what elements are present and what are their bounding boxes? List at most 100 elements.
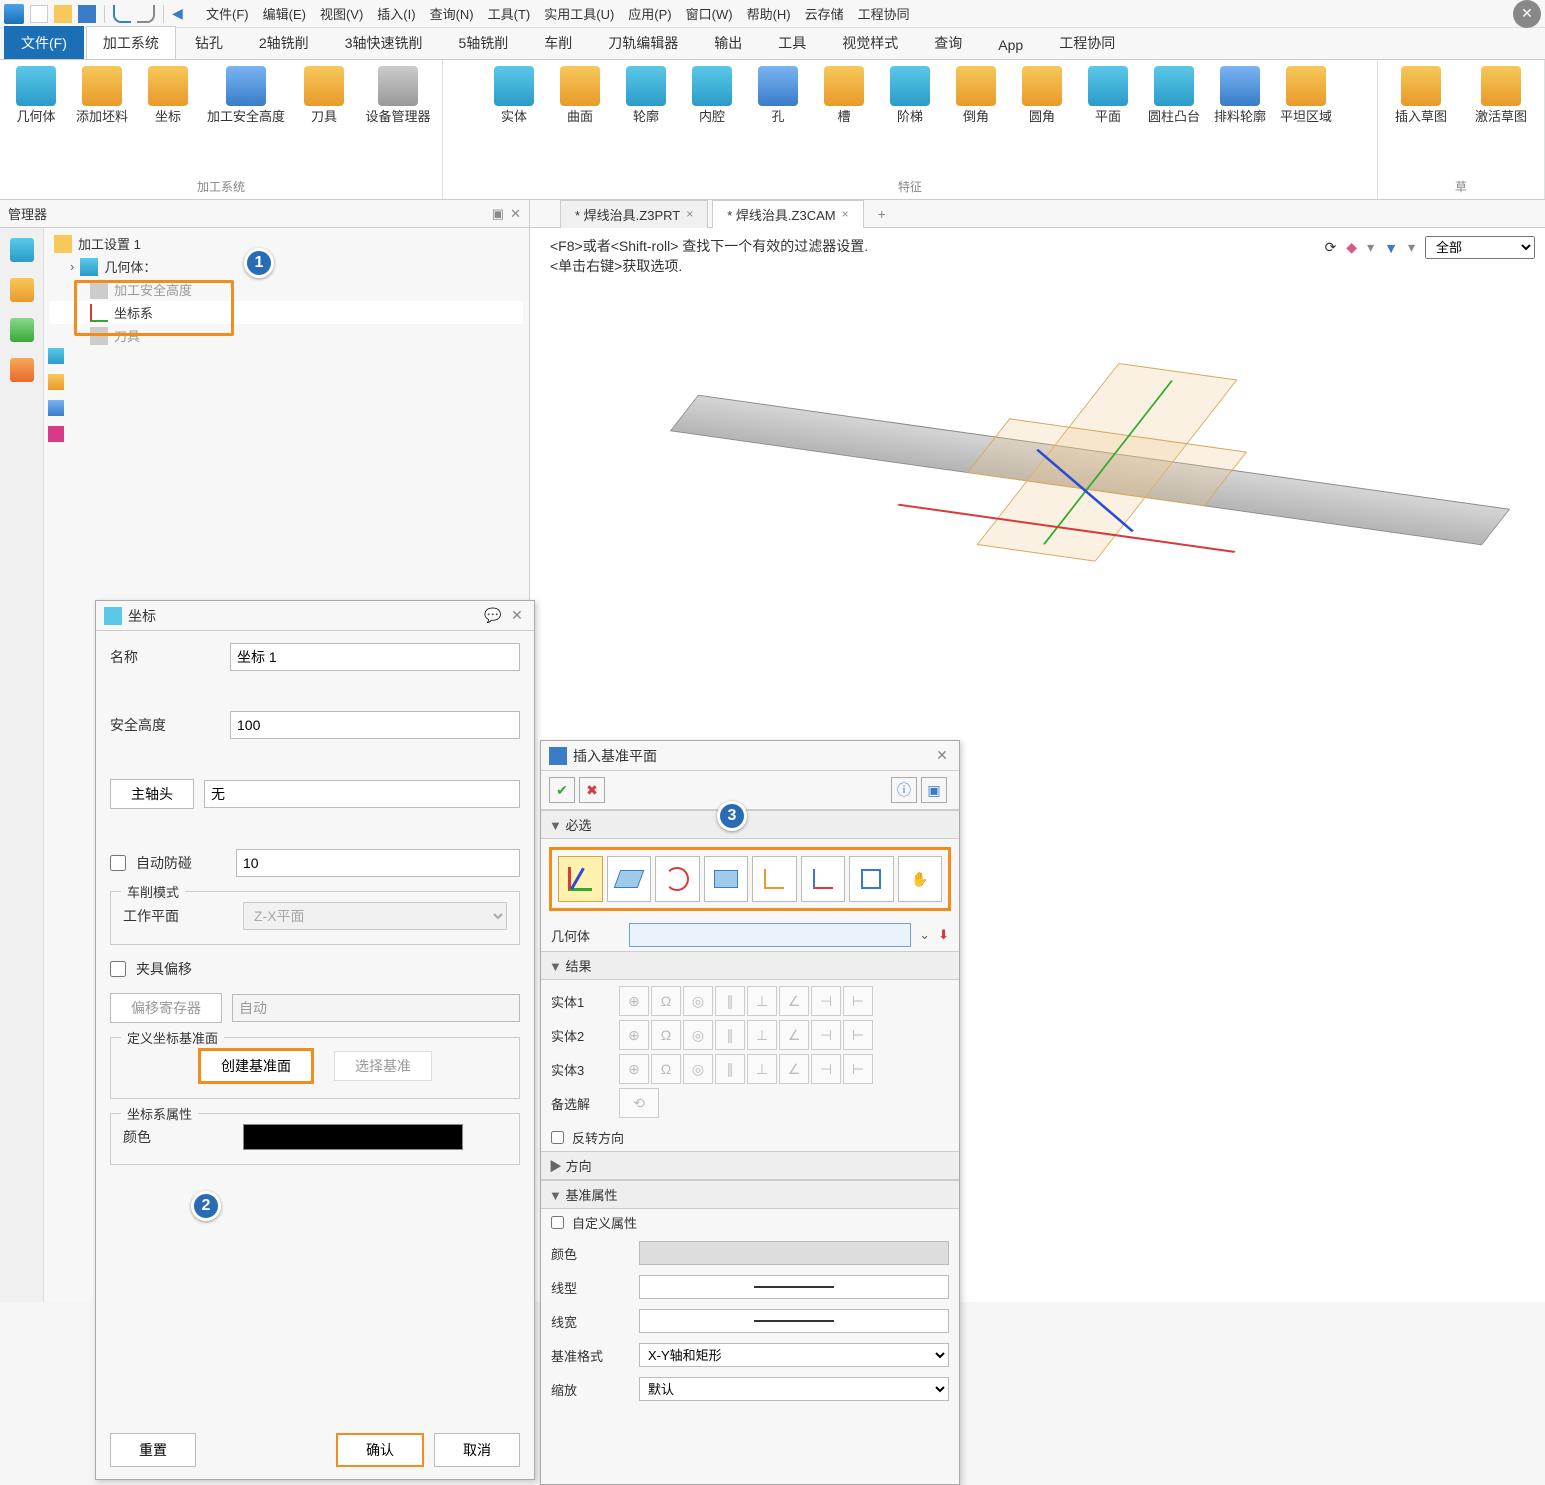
- constraint-cell[interactable]: ∥: [715, 1020, 745, 1050]
- new-icon[interactable]: [30, 5, 48, 23]
- constraint-cell[interactable]: ⊕: [619, 986, 649, 1016]
- menu-view[interactable]: 视图(V): [320, 4, 363, 23]
- constraint-cell[interactable]: ∥: [715, 1054, 745, 1084]
- ribbon-item-nest[interactable]: 排料轮廓: [1212, 66, 1268, 124]
- ribbon-tab-file[interactable]: 文件(F): [4, 26, 84, 59]
- ribbon-tab[interactable]: 工具: [761, 26, 823, 59]
- fixture-offset-checkbox[interactable]: [110, 961, 126, 977]
- filter-icon[interactable]: ▼: [1384, 240, 1398, 256]
- reverse-checkbox[interactable]: [551, 1131, 564, 1144]
- ribbon-item-device[interactable]: 设备管理器: [362, 66, 434, 124]
- home-view-icon[interactable]: ⟳: [1325, 239, 1337, 256]
- ribbon-tab[interactable]: 刀轨编辑器: [591, 26, 695, 59]
- ribbon-item-coord[interactable]: 坐标: [140, 66, 196, 124]
- ribbon-tab[interactable]: 钻孔: [178, 26, 240, 59]
- section-required[interactable]: 必选: [541, 810, 959, 839]
- constraint-cell[interactable]: ⊣: [811, 1054, 841, 1084]
- ribbon-tab[interactable]: 5轴铣削: [441, 26, 525, 59]
- constraint-cell[interactable]: ⊥: [747, 1020, 777, 1050]
- dialog-titlebar[interactable]: 坐标 💬 ✕: [96, 601, 534, 631]
- tree-filter-icon[interactable]: [48, 400, 64, 416]
- close-icon[interactable]: ✕: [510, 206, 521, 222]
- section-result[interactable]: 结果: [541, 951, 959, 980]
- alt-solution-button[interactable]: ⟲: [619, 1088, 659, 1118]
- close-icon[interactable]: ✕: [933, 747, 951, 765]
- menu-query[interactable]: 查询(N): [430, 4, 474, 23]
- constraint-cell[interactable]: ∥: [715, 986, 745, 1016]
- save-icon[interactable]: [78, 5, 96, 23]
- ribbon-item-profile[interactable]: 轮廓: [618, 66, 674, 124]
- anticollide-input[interactable]: [236, 849, 520, 877]
- select-base-button[interactable]: 选择基准: [334, 1051, 432, 1081]
- constraint-cell[interactable]: ⊣: [811, 1020, 841, 1050]
- safeheight-input[interactable]: [230, 711, 520, 739]
- ribbon-item-hole[interactable]: 孔: [750, 66, 806, 124]
- menu-help[interactable]: 帮助(H): [747, 4, 791, 23]
- close-tab-icon[interactable]: ×: [686, 207, 693, 221]
- ribbon-item-boss[interactable]: 圆柱凸台: [1146, 66, 1202, 124]
- ribbon-tab[interactable]: 查询: [917, 26, 979, 59]
- prop-color-swatch[interactable]: [639, 1241, 949, 1265]
- constraint-cell[interactable]: ◎: [683, 1054, 713, 1084]
- menu-window[interactable]: 窗口(W): [686, 4, 733, 23]
- sidebar-icon-1[interactable]: [10, 238, 34, 262]
- ribbon-item-slot[interactable]: 槽: [816, 66, 872, 124]
- menu-tools[interactable]: 工具(T): [488, 4, 531, 23]
- constraint-cell[interactable]: ⊥: [747, 1054, 777, 1084]
- ribbon-item-insert-sketch[interactable]: 插入草图: [1386, 66, 1456, 124]
- view-tab-prt[interactable]: * 焊线治具.Z3PRT ×: [560, 200, 708, 228]
- spindle-input[interactable]: [204, 780, 520, 808]
- ribbon-item-tool[interactable]: 刀具: [296, 66, 352, 124]
- prop-scale-select[interactable]: 默认: [639, 1377, 949, 1401]
- constraint-cell[interactable]: Ω: [651, 1020, 681, 1050]
- method-option-8[interactable]: ✋: [898, 856, 943, 902]
- menu-utilities[interactable]: 实用工具(U): [544, 4, 614, 23]
- constraint-cell[interactable]: ∠: [779, 1054, 809, 1084]
- ribbon-tab[interactable]: 2轴铣削: [242, 26, 326, 59]
- ribbon-tab[interactable]: 3轴快速铣削: [328, 26, 440, 59]
- cancel-button[interactable]: 取消: [434, 1433, 520, 1467]
- geometry-input[interactable]: [629, 923, 911, 947]
- sidebar-icon-2[interactable]: [10, 278, 34, 302]
- pick-icon[interactable]: ⬇: [938, 927, 949, 943]
- ribbon-item-pocket[interactable]: 内腔: [684, 66, 740, 124]
- ribbon-item-flat[interactable]: 平坦区域: [1278, 66, 1334, 124]
- constraint-cell[interactable]: ⊢: [843, 1020, 873, 1050]
- ok-button[interactable]: 确认: [336, 1433, 424, 1467]
- tree-filter-icon[interactable]: [48, 348, 64, 364]
- prop-linewidth-select[interactable]: [639, 1309, 949, 1333]
- constraint-cell[interactable]: ⊢: [843, 986, 873, 1016]
- name-input[interactable]: [230, 643, 520, 671]
- back-icon[interactable]: ◀: [172, 5, 190, 23]
- ribbon-item-safeheight[interactable]: 加工安全高度: [206, 66, 286, 124]
- expand-icon[interactable]: ›: [70, 259, 74, 274]
- ribbon-item-activate-sketch[interactable]: 激活草图: [1466, 66, 1536, 124]
- tree-root[interactable]: 加工设置 1: [50, 232, 523, 255]
- menu-app[interactable]: 应用(P): [628, 4, 671, 23]
- dialog-titlebar[interactable]: 插入基准平面 ✕: [541, 741, 959, 771]
- confirm-icon[interactable]: ✔: [549, 777, 575, 803]
- menu-cloud[interactable]: 云存储: [805, 4, 844, 23]
- ribbon-item-surface[interactable]: 曲面: [552, 66, 608, 124]
- tree-node-geometry[interactable]: › 几何体：: [50, 255, 523, 278]
- ribbon-tab[interactable]: 工程协同: [1042, 26, 1132, 59]
- reset-button[interactable]: 重置: [110, 1433, 196, 1467]
- constraint-cell[interactable]: ∠: [779, 986, 809, 1016]
- constraint-cell[interactable]: ⊕: [619, 1020, 649, 1050]
- color-swatch[interactable]: [243, 1124, 463, 1150]
- method-option-7[interactable]: [849, 856, 894, 902]
- menu-insert[interactable]: 插入(I): [377, 4, 415, 23]
- ribbon-item-plane[interactable]: 平面: [1080, 66, 1136, 124]
- ribbon-tab[interactable]: 车削: [527, 26, 589, 59]
- info-icon[interactable]: ⓘ: [891, 777, 917, 803]
- section-baseprop[interactable]: 基准属性: [541, 1180, 959, 1209]
- eraser-icon[interactable]: ◆: [1346, 239, 1357, 256]
- ribbon-item-geometry[interactable]: 几何体: [8, 66, 64, 124]
- constraint-cell[interactable]: ◎: [683, 986, 713, 1016]
- ribbon-tab[interactable]: App: [981, 30, 1040, 59]
- constraint-cell[interactable]: ⊕: [619, 1054, 649, 1084]
- undo-icon[interactable]: [113, 5, 131, 23]
- prop-baseformat-select[interactable]: X-Y轴和矩形: [639, 1343, 949, 1367]
- ribbon-item-chamfer[interactable]: 倒角: [948, 66, 1004, 124]
- method-option-3[interactable]: [655, 856, 700, 902]
